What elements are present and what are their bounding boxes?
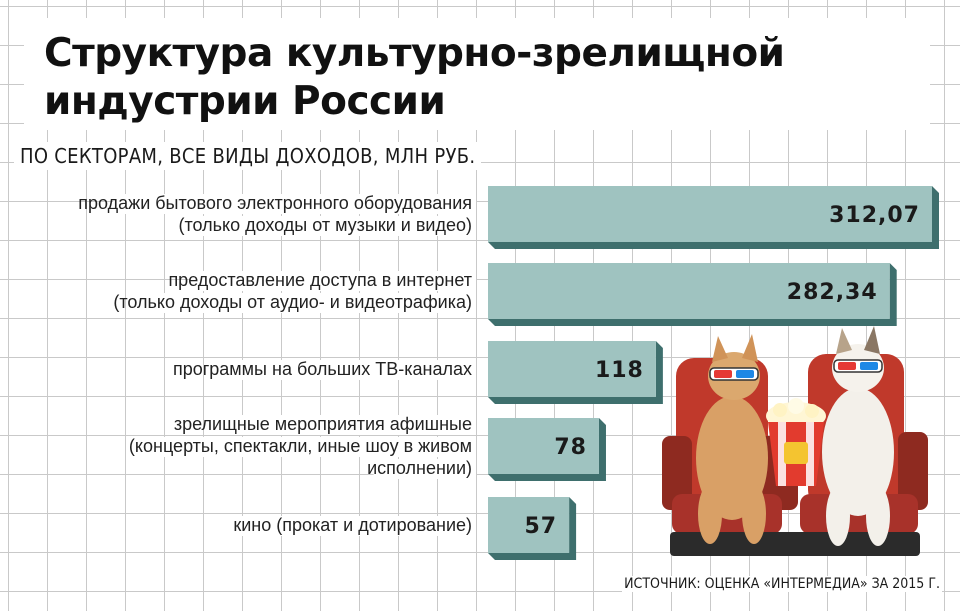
bar-value-label: 282,34 [787, 280, 878, 305]
bar-shadow [488, 497, 577, 560]
category-label-backdrop [239, 516, 476, 536]
bar [488, 263, 890, 319]
category-label: предоставление доступа в интернет [168, 270, 472, 290]
category-label-backdrop [188, 271, 477, 291]
orange-cat [696, 334, 768, 544]
category-label-backdrop [130, 293, 476, 313]
bar [488, 186, 932, 242]
category-label-backdrop [188, 216, 477, 236]
category-label-backdrop [205, 360, 476, 380]
white-cat [822, 326, 894, 546]
category-label: (только доходы от музыки и видео) [178, 215, 472, 235]
bar-value-label: 57 [524, 514, 557, 539]
bar [488, 497, 570, 553]
cats-in-3d-glasses-illustration [662, 326, 928, 556]
popcorn-bucket [766, 398, 826, 486]
bar-value-label: 78 [554, 435, 587, 460]
bar [488, 341, 656, 397]
bar-shadow [488, 341, 663, 404]
bar-shadow [488, 418, 606, 481]
category-label: кино (прокат и дотирование) [233, 515, 472, 535]
category-label-backdrop [146, 437, 477, 457]
category-label: (только доходы от аудио- и видеотрафика) [113, 292, 472, 312]
bar [488, 418, 599, 474]
category-label-backdrop [222, 415, 476, 435]
category-label: (концерты, спектакли, иные шоу в живом [129, 436, 472, 456]
bar-value-label: 118 [595, 358, 644, 383]
category-label: зрелищные мероприятия афишные [174, 414, 472, 434]
category-label-backdrop [113, 194, 476, 214]
category-label: продажи бытового электронного оборудован… [78, 193, 472, 213]
title-box: Структура культурно-зрелищной индустрии … [24, 18, 930, 130]
chart-subtitle: ПО СЕКТОРАМ, ВСЕ ВИДЫ ДОХОДОВ, МЛН РУБ. [14, 142, 482, 170]
page-title: Структура культурно-зрелищной индустрии … [44, 31, 785, 124]
source-note: ИСТОЧНИК: ОЦЕНКА «ИНТЕРМЕДИА» ЗА 2015 Г. [622, 576, 942, 592]
category-label: исполнении) [367, 458, 472, 478]
bar-shadow [488, 263, 897, 326]
bar-value-label: 312,07 [829, 203, 920, 228]
category-label-backdrop [373, 459, 476, 479]
bar-shadow [488, 186, 939, 249]
category-label: программы на больших ТВ-каналах [173, 359, 472, 379]
